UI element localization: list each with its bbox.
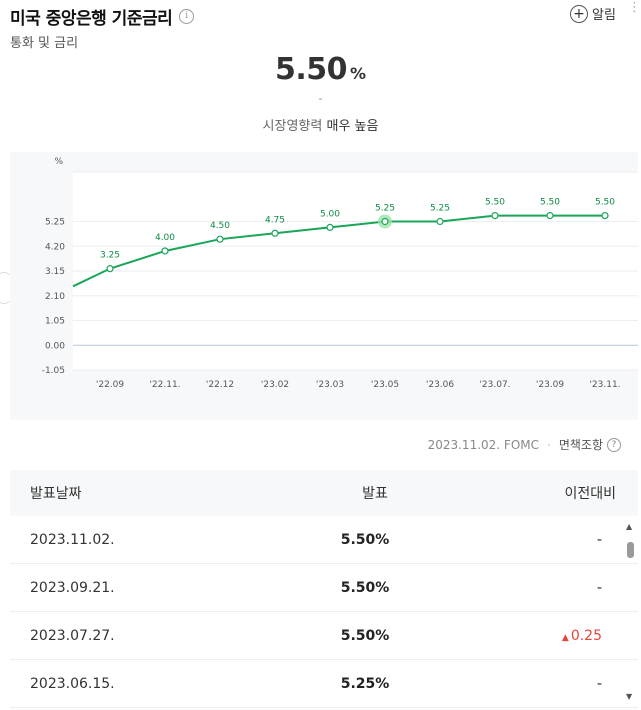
row-change: - — [596, 531, 602, 548]
data-label: 5.50 — [485, 198, 505, 208]
source-date: 2023.11.02. FOMC — [427, 437, 539, 452]
scroll-thumb[interactable] — [627, 542, 634, 558]
header-value: 발표 — [362, 486, 388, 502]
rate-value: 5.50 — [274, 52, 348, 87]
impact-value: 매우 높음 — [326, 119, 379, 134]
x-tick-label: '23.11. — [589, 380, 620, 390]
row-value: 5.25% — [340, 675, 390, 692]
table-row: 2023.11.02. 5.50% - — [10, 516, 638, 564]
data-point — [161, 247, 169, 255]
table-header: 발표날짜 발표 이전대비 — [10, 470, 638, 516]
x-tick-label: '23.09 — [536, 380, 565, 390]
header-change: 이전대비 — [564, 486, 616, 502]
y-tick-label: 1.05 — [45, 317, 65, 327]
row-date: 2023.06.15. — [30, 675, 115, 692]
y-unit-label: % — [54, 157, 63, 167]
x-tick-label: '22.11. — [149, 380, 180, 390]
market-impact: 시장영향력 매우 높음 — [0, 115, 641, 134]
y-tick-label: 3.15 — [45, 267, 65, 277]
row-date: 2023.11.02. — [30, 531, 115, 548]
alarm-label: 알림 — [592, 8, 616, 23]
data-label: 3.25 — [100, 251, 120, 261]
x-tick-label: '22.09 — [96, 380, 125, 390]
row-value: 5.50% — [340, 579, 390, 596]
more-menu-icon[interactable]: ⋮ — [628, 0, 641, 15]
data-point — [436, 217, 444, 226]
x-tick-label: '23.02 — [261, 380, 289, 390]
data-label: 4.00 — [155, 233, 175, 243]
data-label: 5.00 — [320, 209, 340, 219]
row-change: - — [596, 579, 602, 596]
info-icon[interactable]: i — [179, 8, 195, 24]
y-tick-label: 0.00 — [45, 341, 65, 351]
data-point — [216, 235, 224, 243]
plus-icon: + — [570, 4, 588, 23]
category-subtitle: 통화 및 금리 — [10, 36, 79, 51]
table-row: 2023.07.27. 5.50% ▲ 0.25 — [10, 612, 638, 660]
up-arrow-icon: ▲ — [561, 632, 569, 643]
source-info: 2023.11.02. FOMC · 면책조항 ? — [428, 436, 621, 453]
rate-chart: -1.05 0.00 1.05 2.10 3.15 4.20 5.25% '22.09 '22.… — [10, 152, 638, 420]
data-label: 4.75 — [265, 215, 285, 225]
current-rate: 5.50% — [0, 52, 641, 87]
scroll-up-icon[interactable]: ▲ — [626, 522, 633, 531]
data-point — [326, 223, 334, 231]
data-point — [546, 212, 554, 220]
y-tick-label: 4.20 — [45, 242, 65, 252]
help-icon[interactable]: ? — [607, 437, 621, 452]
data-point — [491, 212, 499, 220]
separator-dot: · — [547, 437, 551, 452]
rate-history-table: 발표날짜 발표 이전대비 2023.11.02. 5.50% - 2023.09… — [10, 470, 638, 708]
row-value: 5.50% — [340, 531, 390, 548]
data-label: 5.25 — [430, 204, 450, 214]
disclaimer-link[interactable]: 면책조항 — [558, 438, 603, 452]
x-tick-label: '23.03 — [316, 380, 344, 390]
y-tick-label: 5.25 — [45, 218, 65, 228]
alarm-button[interactable]: + 알림 — [570, 4, 616, 23]
data-point — [106, 265, 114, 273]
row-change-value: 0.25 — [570, 627, 602, 644]
data-label: 5.50 — [540, 198, 560, 208]
data-point — [271, 229, 279, 237]
table-row: 2023.06.15. 5.25% - — [10, 660, 638, 708]
page-title: 미국 중앙은행 기준금리 — [10, 8, 173, 29]
data-point — [601, 212, 609, 220]
data-label: 5.25 — [375, 204, 395, 214]
data-label: 4.50 — [210, 221, 230, 231]
x-tick-label: '22.12 — [206, 380, 234, 390]
table-scrollbar[interactable]: ▲ ▼ — [626, 522, 634, 708]
header-date: 발표날짜 — [30, 486, 82, 502]
data-label: 5.50 — [595, 198, 615, 208]
row-value: 5.50% — [340, 627, 390, 644]
impact-label: 시장영향력 — [262, 119, 323, 134]
y-tick-label: -1.05 — [42, 366, 65, 376]
row-change: ▲ 0.25 — [420, 628, 638, 644]
row-date: 2023.09.21. — [30, 579, 115, 596]
x-tick-label: '23.05 — [371, 380, 399, 390]
table-row: 2023.09.21. 5.50% - — [10, 564, 638, 612]
x-tick-label: '23.07. — [479, 380, 510, 390]
rate-change: - — [318, 92, 323, 105]
header: 미국 중앙은행 기준금리 i — [10, 4, 195, 29]
x-tick-label: '23.06 — [426, 380, 455, 390]
scroll-down-icon[interactable]: ▼ — [626, 692, 633, 701]
rate-chart-svg: -1.05 0.00 1.05 2.10 3.15 4.20 5.25% '22.09 '22.… — [42, 157, 638, 390]
row-date: 2023.07.27. — [30, 627, 115, 644]
row-change: - — [596, 675, 602, 692]
rate-unit: % — [350, 64, 367, 83]
y-tick-label: 2.10 — [45, 292, 65, 302]
data-point — [381, 217, 389, 226]
